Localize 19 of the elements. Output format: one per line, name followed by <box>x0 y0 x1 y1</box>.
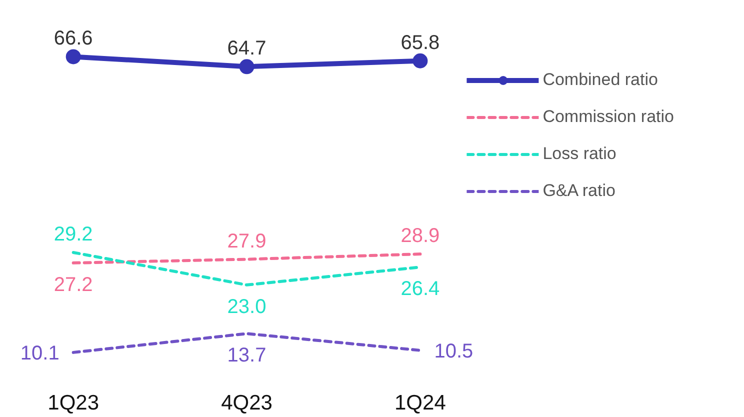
legend-label: Commission ratio <box>542 107 674 127</box>
data-label: 10.1 <box>20 342 60 364</box>
data-label: 10.5 <box>434 340 474 362</box>
data-label: 27.9 <box>227 230 266 252</box>
data-label: 27.2 <box>54 274 93 296</box>
data-label: 23.0 <box>227 296 266 318</box>
legend-label: G&A ratio <box>542 181 616 201</box>
data-label: 65.8 <box>400 32 440 54</box>
legend-label: Combined ratio <box>542 70 658 90</box>
data-label: 13.7 <box>227 344 266 367</box>
data-label: 28.9 <box>400 225 440 248</box>
x-tick-label: 4Q23 <box>221 392 272 414</box>
legend-label: Loss ratio <box>542 144 616 164</box>
data-label: 66.6 <box>54 28 93 50</box>
data-label: 29.2 <box>54 223 93 246</box>
data-label: 64.7 <box>227 38 266 60</box>
x-tick-label: 1Q24 <box>394 392 446 414</box>
data-label: 26.4 <box>400 278 440 300</box>
x-tick-label: 1Q23 <box>48 392 100 414</box>
